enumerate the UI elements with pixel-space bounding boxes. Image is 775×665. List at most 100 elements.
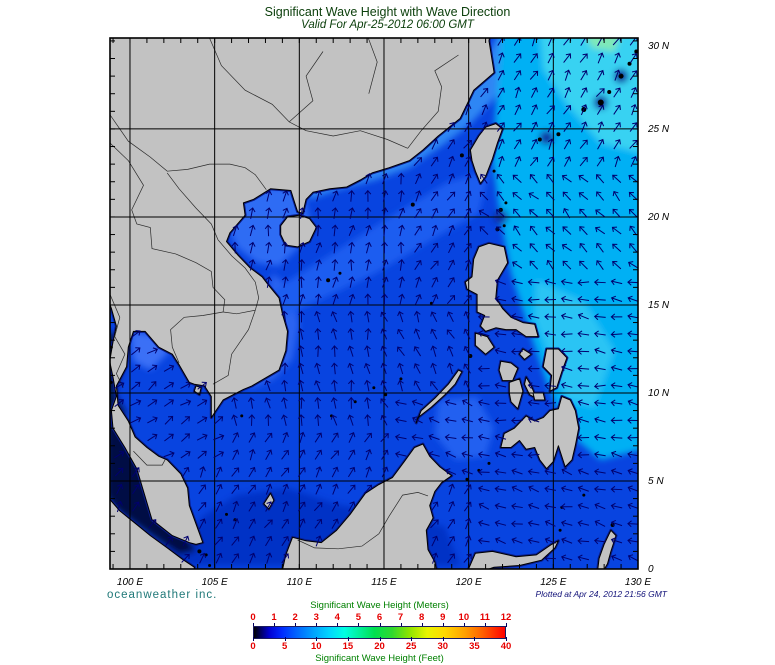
wave-arrow [560,503,573,511]
wave-arrow [248,432,256,443]
feet-tick-mark [474,637,476,641]
wave-arrow [446,294,456,305]
meters-tick-mark [253,623,254,627]
wave-arrow [315,190,322,202]
wave-arrow [464,121,472,133]
wave-arrow [448,500,455,512]
wave-arrow [610,468,623,475]
feet-tick-label: 25 [405,641,417,652]
wave-arrow [413,363,421,374]
wave-arrow [381,449,389,460]
wave-arrow [447,259,455,271]
wave-arrow [513,70,522,81]
wave-arrow [596,242,604,253]
wave-arrow [479,191,489,201]
wave-arrow [248,466,256,478]
wave-arrow [611,554,623,562]
wave-arrow [595,209,605,218]
wave-arrow [580,70,588,81]
wave-arrow [464,190,472,202]
wave-arrow [629,70,638,81]
wave-arrow [629,122,638,132]
wave-arrow [281,379,288,392]
wave-arrow [331,258,339,271]
wave-arrow [579,53,588,63]
island-speck [502,224,506,228]
wave-arrow [610,450,623,458]
wave-arrow [249,224,256,237]
wave-arrow [546,259,554,271]
wave-arrow [365,466,372,478]
wave-arrow [514,104,522,116]
wave-arrow [314,432,323,443]
wave-arrow [610,347,623,355]
wave-arrow [181,553,190,563]
wave-arrow [431,138,439,150]
wave-arrow [163,364,175,372]
island-speck [487,461,491,465]
lon-label: 125 E [540,577,566,588]
wave-arrow [364,414,372,426]
wave-arrow [478,485,490,493]
wave-arrow [530,138,538,150]
wave-arrow [231,484,240,495]
lat-label: 0 [648,564,654,575]
wave-arrow [314,327,322,340]
wave-arrow [332,190,339,202]
country-border [288,51,324,123]
wave-arrow [562,226,572,235]
meters-tick-mark [442,623,444,627]
wave-arrow [314,224,322,237]
wave-arrow [531,104,538,116]
meters-tick-mark [484,623,486,627]
wave-arrow [528,192,539,200]
wave-arrow [627,434,638,442]
wave-arrow [477,537,490,545]
meters-tick-label: 4 [334,612,340,623]
feet-tick-mark [284,637,286,641]
wave-arrow [630,156,638,167]
wave-arrow [281,362,289,375]
island-speck [410,202,415,207]
wave-arrow [397,379,404,392]
wave-arrow [627,485,638,492]
wave-arrow [314,276,322,288]
wave-arrow [231,467,240,477]
wave-arrow [248,414,256,426]
wave-arrow [610,399,623,407]
wave-arrow [448,224,455,236]
wave-arrow [281,414,288,426]
wave-arrow [313,502,323,512]
wave-arrow [563,105,572,115]
wave-arrow [627,537,638,545]
wave-arrow [430,242,439,253]
wave-arrow [465,103,472,116]
legend-title-meters: Significant Wave Height (Meters) [310,600,449,611]
wave-arrow [463,328,471,340]
wave-arrow [331,224,339,237]
wave-arrow [497,69,505,81]
wave-arrow [498,155,505,168]
wave-arrow [413,328,421,340]
wave-arrow [380,398,389,408]
wave-arrow [547,121,555,133]
wave-arrow [511,278,523,286]
wave-arrow [114,399,124,407]
wave-arrow [398,207,406,219]
wave-arrow [130,330,141,338]
land-sulawesi [467,540,559,569]
wave-arrow [130,416,142,424]
wave-arrow [545,243,556,252]
wave-arrow [511,330,523,338]
meters-tick-label: 11 [479,612,490,623]
wave-arrow [446,345,454,357]
wave-arrow [511,417,523,424]
wave-arrow [165,536,173,546]
wave-arrow [164,433,174,442]
wave-arrow [281,397,288,409]
wave-arrow [610,330,623,338]
wave-arrow [315,466,323,478]
wave-arrow [196,433,208,441]
wave-arrow [577,520,590,527]
wave-arrow [544,554,557,562]
